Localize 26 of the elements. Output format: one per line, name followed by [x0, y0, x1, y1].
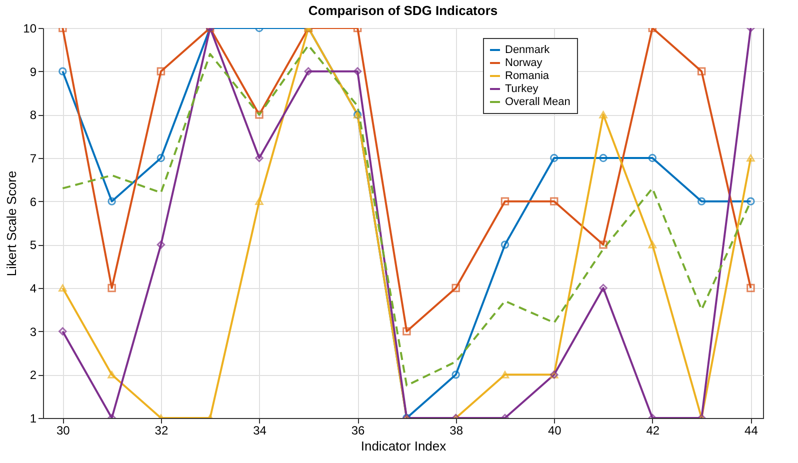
y-tick-label: 9	[30, 64, 37, 79]
legend-label: Turkey	[505, 83, 539, 95]
y-axis-title: Likert Scale Score	[4, 170, 20, 276]
x-tick-label: 44	[744, 424, 758, 438]
x-tick-label: 30	[56, 424, 70, 438]
y-tick-label: 5	[30, 238, 37, 252]
y-tick-label: 3	[30, 324, 37, 339]
y-tick-label: 1	[30, 412, 37, 426]
y-tick-label: 7	[30, 152, 37, 166]
x-tick-label: 40	[548, 424, 562, 438]
legend-label: Romania	[505, 70, 550, 82]
x-axis-title: Indicator Index	[360, 438, 447, 454]
legend-label: Denmark	[505, 44, 550, 56]
legend-label: Norway	[505, 57, 543, 69]
x-tick-label: 42	[646, 424, 660, 438]
legend-label: Overall Mean	[505, 96, 570, 108]
y-tick-label: 6	[30, 194, 37, 209]
y-tick-label: 10	[23, 22, 37, 36]
x-tick-label: 36	[351, 424, 366, 438]
y-tick-label: 8	[30, 108, 37, 122]
y-tick-label: 2	[30, 368, 37, 382]
x-tick-label: 38	[450, 424, 464, 438]
x-tick-label: 32	[154, 424, 168, 438]
x-tick-label: 34	[253, 424, 267, 438]
y-tick-label: 4	[30, 282, 37, 296]
chart-title: Comparison of SDG Indicators	[308, 3, 498, 18]
